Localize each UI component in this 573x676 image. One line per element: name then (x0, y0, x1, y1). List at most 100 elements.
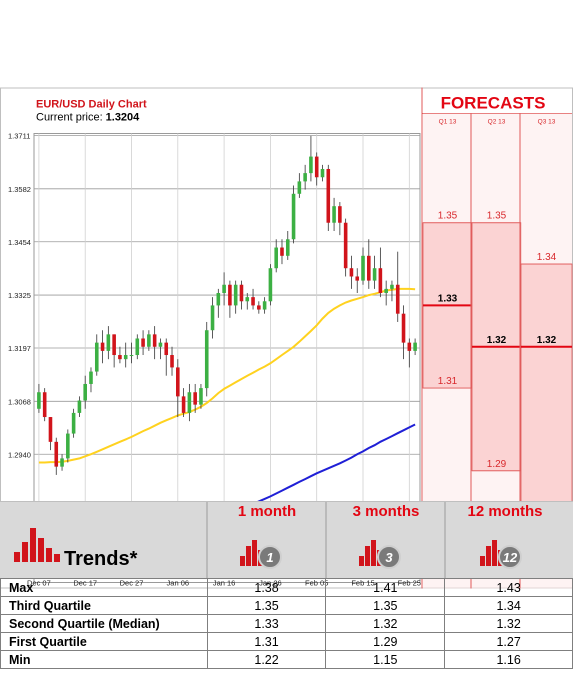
candle (77, 396, 82, 418)
candle-body (193, 392, 197, 405)
candle (66, 429, 70, 463)
candle-body (338, 206, 342, 223)
table-row: Min 1.22 1.15 1.16 (0, 650, 573, 669)
trend-badge-icon: 3 (359, 540, 401, 569)
candle (152, 326, 157, 360)
cell-value: 1.33 (206, 614, 327, 633)
badge-circle (258, 545, 282, 569)
candle (314, 152, 319, 186)
candle (274, 239, 278, 273)
y-tick-label: 1.3197 (8, 344, 31, 353)
cell-value: 1.34 (444, 596, 573, 615)
bar (359, 556, 364, 566)
candle-body (297, 181, 302, 194)
candle (355, 268, 360, 294)
candle (251, 288, 255, 310)
candle-body (77, 400, 82, 413)
candle-body (118, 355, 122, 360)
candle-body (285, 239, 290, 256)
candle (343, 218, 348, 277)
candle (37, 383, 41, 413)
candle (106, 326, 111, 360)
candle (413, 338, 417, 356)
forecast-col-label: Q2 13 (488, 119, 506, 126)
candle (309, 135, 313, 182)
candle-body (274, 247, 278, 269)
candle (320, 164, 325, 182)
candle-body (60, 458, 64, 467)
candle-body (89, 371, 93, 384)
cell-value: 1.16 (444, 650, 573, 669)
forecast-col-label: Q3 13 (538, 119, 556, 126)
candle (176, 359, 180, 418)
candle (135, 334, 140, 360)
candle-body (141, 338, 145, 347)
candlestick-series (37, 135, 417, 475)
candle-body (332, 206, 336, 223)
row-label-min: Min (0, 650, 208, 669)
candle-body (181, 396, 186, 413)
candle-body (268, 268, 273, 302)
candle (367, 239, 371, 289)
table-row: First Quartile 1.31 1.29 1.27 (0, 632, 573, 651)
candle (216, 288, 221, 318)
trends-header-art: 1 3 12 (14, 502, 522, 579)
candle (245, 293, 250, 310)
bar (240, 556, 245, 566)
trend-badge-icon: 12 (480, 540, 522, 569)
candle (268, 264, 273, 306)
candle (112, 334, 116, 368)
candle-body (204, 330, 209, 389)
col-header-1-month: 1 month (237, 503, 297, 520)
candle-body (245, 297, 250, 302)
bar (492, 540, 497, 566)
trends-table: Max 1.38 1.41 1.43 Third Quartile 1.35 1… (0, 578, 573, 669)
candle (338, 202, 342, 236)
cell-value: 1.32 (325, 614, 446, 633)
candle (372, 255, 377, 289)
bar (486, 546, 491, 566)
candle (164, 338, 169, 376)
forecasts-title: FORECASTS (441, 94, 546, 113)
candle (222, 272, 226, 306)
y-tick-label: 1.3454 (8, 238, 31, 247)
candle-body (123, 355, 128, 360)
candle (100, 330, 105, 364)
col-header-12-months: 12 months (467, 503, 543, 520)
cell-value: 1.35 (206, 596, 327, 615)
candle-body (384, 288, 388, 294)
table-row: Max 1.38 1.41 1.43 (0, 578, 573, 597)
candle-body (129, 355, 134, 357)
candle-body (106, 334, 111, 351)
candle (141, 330, 145, 356)
candle-body (228, 284, 232, 306)
candle (83, 375, 87, 409)
cell-value: 1.38 (206, 578, 327, 597)
badge-number: 1 (266, 550, 273, 565)
candle-body (100, 342, 105, 351)
candle-body (42, 392, 47, 418)
cell-value: 1.35 (325, 596, 446, 615)
candle-body (216, 293, 221, 306)
candle-body (303, 173, 307, 182)
candle-body (378, 268, 383, 294)
forecast-col-label: Q1 13 (439, 119, 457, 126)
candle-body (355, 276, 360, 281)
trends-chart-icon (14, 528, 60, 562)
candle (187, 383, 192, 422)
candle-body (280, 247, 284, 256)
price-label: Current price: (36, 112, 103, 124)
cell-value: 1.22 (206, 650, 327, 669)
candle (291, 185, 296, 244)
candle-body (314, 156, 319, 178)
candle (233, 280, 238, 314)
badge-circle (377, 545, 401, 569)
candle (303, 164, 307, 190)
candle (262, 297, 267, 314)
candle-body (401, 313, 406, 343)
candle-body (413, 342, 417, 351)
y-tick-label: 1.3582 (8, 185, 31, 194)
candle-body (187, 392, 192, 413)
candle-body (170, 355, 174, 368)
candle (89, 367, 93, 393)
